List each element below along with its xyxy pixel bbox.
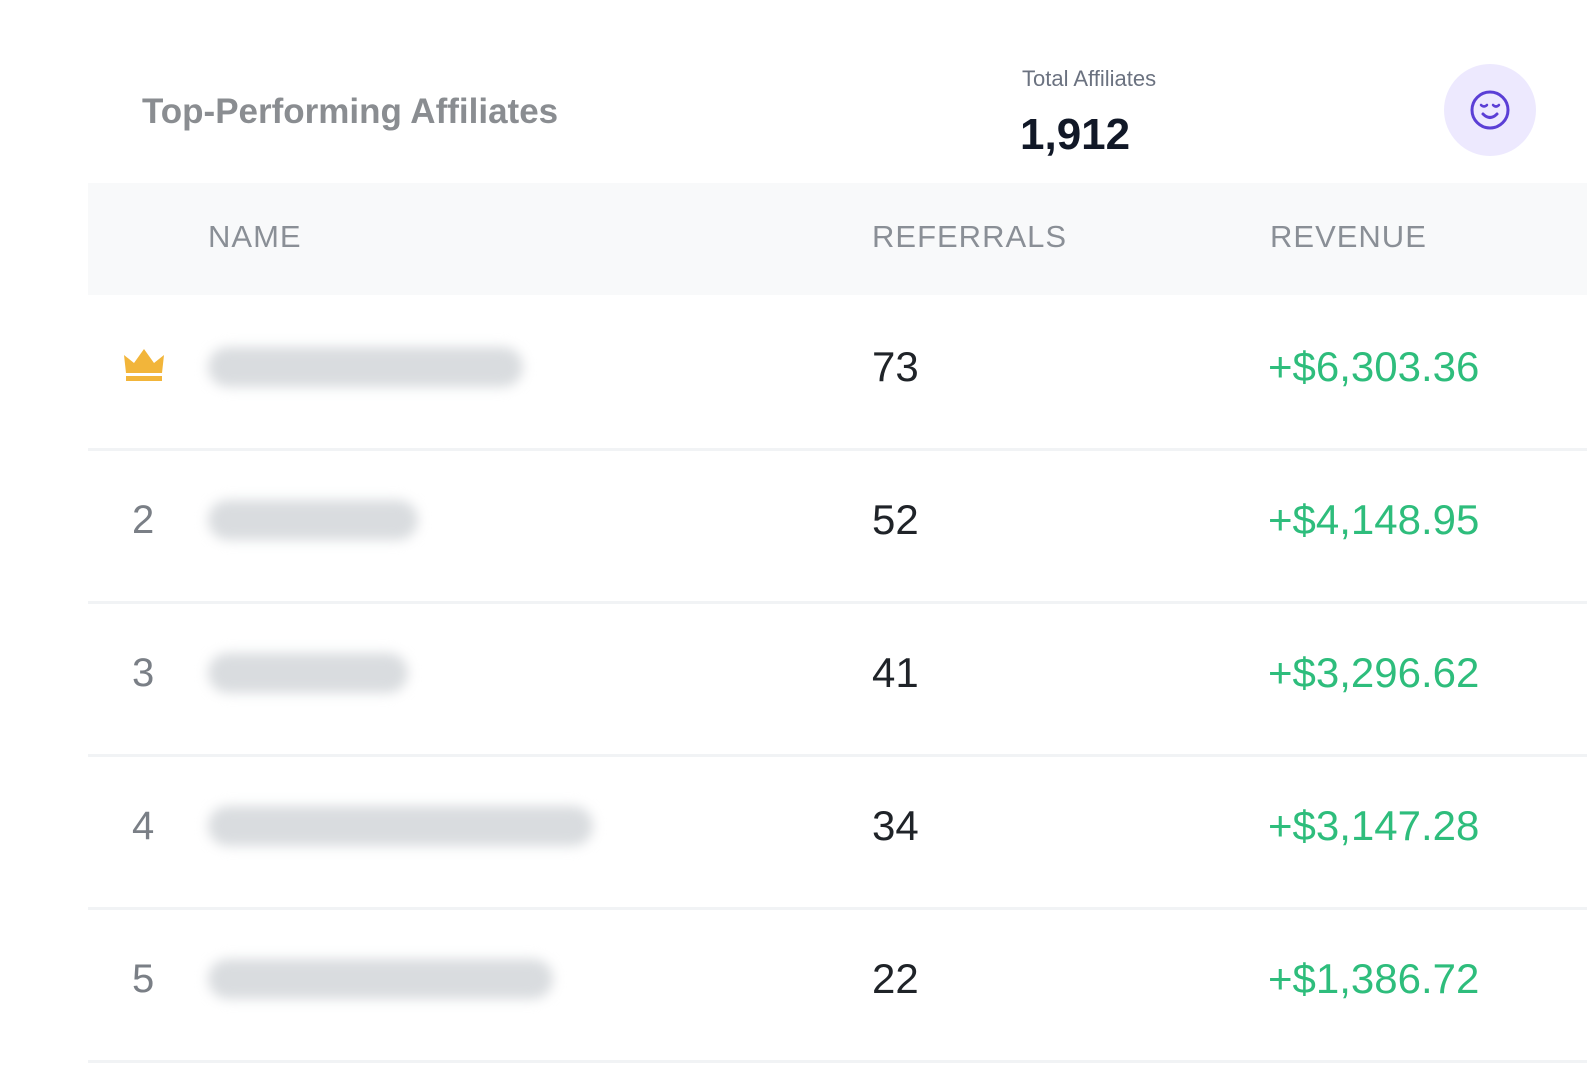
- total-affiliates-value: 1,912: [1020, 110, 1131, 159]
- total-affiliates-label: Total Affiliates: [1022, 66, 1157, 91]
- revenue-value: +$1,386.72: [1268, 955, 1480, 1002]
- rank-number: 4: [132, 804, 155, 848]
- column-header-referrals: REFERRALS: [872, 219, 1068, 254]
- revenue-value: +$6,303.36: [1268, 343, 1480, 390]
- referrals-value: 41: [872, 649, 919, 696]
- table-row[interactable]: 73 +$6,303.36: [88, 295, 1587, 451]
- page-title: Top-Performing Affiliates: [142, 92, 559, 131]
- revenue-value: +$3,147.28: [1268, 802, 1480, 849]
- affiliate-name-redacted: [208, 500, 418, 540]
- smiley-icon: [1470, 90, 1510, 130]
- affiliate-name-redacted: [208, 806, 593, 846]
- table-row[interactable]: 2 52 +$4,148.95: [88, 448, 1587, 604]
- rank-number: 5: [132, 957, 155, 1001]
- column-header-name: NAME: [208, 219, 302, 254]
- referrals-value: 73: [872, 343, 919, 390]
- table-header: NAME REFERRALS REVENUE: [88, 183, 1587, 295]
- affiliate-name-redacted: [208, 653, 408, 693]
- table-row[interactable]: 5 22 +$1,386.72: [88, 907, 1587, 1063]
- revenue-value: +$4,148.95: [1268, 496, 1480, 543]
- smiley-button[interactable]: [1444, 64, 1536, 156]
- rank-number: 3: [132, 651, 155, 695]
- referrals-value: 34: [872, 802, 919, 849]
- crown-icon: [124, 349, 164, 381]
- revenue-value: +$3,296.62: [1268, 649, 1480, 696]
- table-row[interactable]: 4 34 +$3,147.28: [88, 754, 1587, 910]
- affiliate-name-redacted: [208, 959, 553, 999]
- rank-number: 2: [132, 498, 155, 542]
- affiliate-name-redacted: [208, 347, 523, 387]
- referrals-value: 52: [872, 496, 919, 543]
- column-header-revenue: REVENUE: [1270, 219, 1427, 254]
- table-row[interactable]: 3 41 +$3,296.62: [88, 601, 1587, 757]
- referrals-value: 22: [872, 955, 919, 1002]
